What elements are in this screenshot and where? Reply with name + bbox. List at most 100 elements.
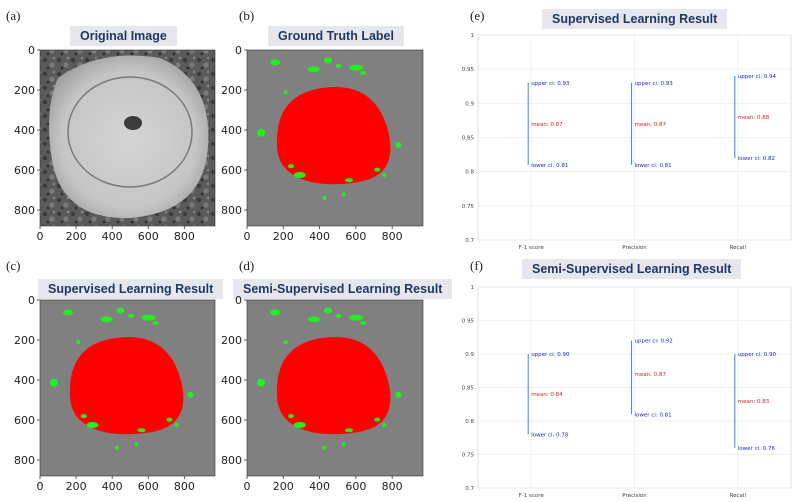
panel-frame (246, 299, 424, 477)
title-supervised-result: Supervised Learning Result (38, 279, 224, 299)
lower-ci-label: lower ci: 0.81 (531, 163, 568, 169)
nucleolus (124, 116, 142, 130)
upper-ci-label: upper ci: 0.93 (531, 81, 570, 87)
speckle-14 (341, 192, 346, 197)
speckle-6 (283, 90, 288, 95)
y-tick-label: 0.7 (465, 238, 474, 244)
speckle-15 (382, 422, 387, 427)
ci-chart-e: 1 0.95 0.9 0.85 0.8 0.75 0.7 F-1 score upper ci:… (462, 33, 792, 251)
x-tick-label: 0 (37, 230, 44, 243)
y-tick-label: 400 (221, 124, 242, 137)
category-label: Precision (622, 245, 647, 251)
y-tick-label: 0 (235, 294, 242, 307)
y-tick-label: 0.95 (462, 67, 475, 73)
speckle-8 (395, 142, 402, 149)
y-tick-label: 0.7 (465, 486, 474, 492)
mean-label: mean: 0.83 (738, 399, 770, 405)
mean-label: mean: 0.88 (738, 115, 770, 121)
ci-chart-f: 1 0.95 0.9 0.85 0.8 0.75 0.7 F-1 score upper ci:… (462, 285, 792, 499)
upper-ci-label: upper ci: 0.90 (531, 352, 570, 358)
mean-label: mean: 0.84 (531, 392, 563, 398)
speckle-4 (349, 314, 364, 321)
speckle-9 (374, 417, 381, 422)
y-tick-label: 1 (471, 33, 475, 39)
y-tick-label: 1 (471, 285, 475, 291)
y-tick-label: 600 (221, 164, 242, 177)
speckle-5 (152, 320, 159, 325)
x-tick-label: 200 (66, 480, 87, 493)
speckle-8 (395, 392, 402, 399)
x-tick-label: 200 (273, 480, 294, 493)
x-tick-label: 400 (102, 230, 123, 243)
y-tick-label: 600 (221, 414, 242, 427)
panel-letter-d: (d) (239, 258, 255, 273)
y-tick-label: 200 (14, 84, 35, 97)
y-tick-label: 400 (14, 374, 35, 387)
speckle-9 (374, 167, 381, 172)
category-label: F-1 score (519, 245, 545, 251)
x-tick-label: 0 (244, 480, 251, 493)
x-tick-label: 0 (244, 230, 251, 243)
lower-ci-label: lower ci: 0.82 (738, 156, 775, 162)
x-tick-label: 800 (174, 480, 195, 493)
speckle-13 (322, 195, 327, 200)
lower-ci-label: lower ci: 0.81 (635, 163, 672, 169)
speckle-5 (360, 70, 367, 75)
x-tick-label: 200 (66, 230, 87, 243)
speckle-3 (128, 313, 134, 318)
upper-ci-label: upper ci: 0.90 (738, 352, 777, 358)
title-chart-f: Semi-Supervised Learning Result (522, 259, 742, 279)
y-tick-label: 800 (14, 454, 35, 467)
y-tick-label: 0.8 (465, 170, 474, 176)
speckle-2 (323, 307, 332, 314)
y-tick-label: 200 (221, 334, 242, 347)
speckle-11 (293, 171, 306, 178)
speckle-13 (322, 445, 327, 450)
speckle-15 (174, 422, 179, 427)
panel-letter-e: (e) (470, 8, 485, 23)
panel-letter-b: (b) (239, 8, 255, 23)
speckle-11 (86, 421, 99, 428)
y-tick-label: 0 (235, 44, 242, 57)
y-tick-label: 0.8 (465, 419, 474, 425)
y-tick-label: 200 (14, 334, 35, 347)
panel-frame (39, 299, 216, 477)
speckle-0 (270, 309, 281, 316)
nucleus-mask (276, 86, 391, 185)
speckle-12 (288, 414, 294, 419)
title-chart-e: Supervised Learning Result (542, 9, 728, 29)
speckle-2 (116, 307, 125, 314)
x-tick-label: 800 (382, 230, 403, 243)
panel-letter-a: (a) (6, 8, 21, 23)
y-tick-label: 0.85 (462, 386, 475, 392)
panel-frame (39, 49, 216, 227)
speckle-3 (335, 313, 342, 318)
x-tick-label: 400 (309, 480, 330, 493)
speckle-14 (134, 442, 139, 447)
speckle-12 (80, 414, 87, 419)
speckle-0 (63, 309, 73, 316)
speckle-5 (360, 320, 367, 325)
speckle-4 (141, 314, 156, 321)
lower-ci-label: lower ci: 0.76 (738, 446, 776, 452)
category-label: Recall (730, 245, 747, 251)
y-tick-label: 800 (221, 204, 242, 217)
speckle-10 (345, 428, 354, 433)
lower-ci-label: lower ci: 0.81 (635, 412, 672, 418)
panel-frame (246, 49, 424, 227)
y-tick-label: 400 (221, 374, 242, 387)
category-label: Precision (622, 493, 647, 499)
speckle-7 (257, 128, 266, 137)
x-tick-label: 600 (138, 480, 159, 493)
speckle-2 (323, 57, 332, 64)
y-tick-label: 0.95 (462, 319, 475, 325)
x-tick-label: 600 (345, 230, 366, 243)
speckle-14 (341, 442, 346, 447)
speckle-9 (166, 417, 173, 422)
title-ground-truth: Ground Truth Label (268, 26, 404, 46)
x-tick-label: 0 (37, 480, 44, 493)
